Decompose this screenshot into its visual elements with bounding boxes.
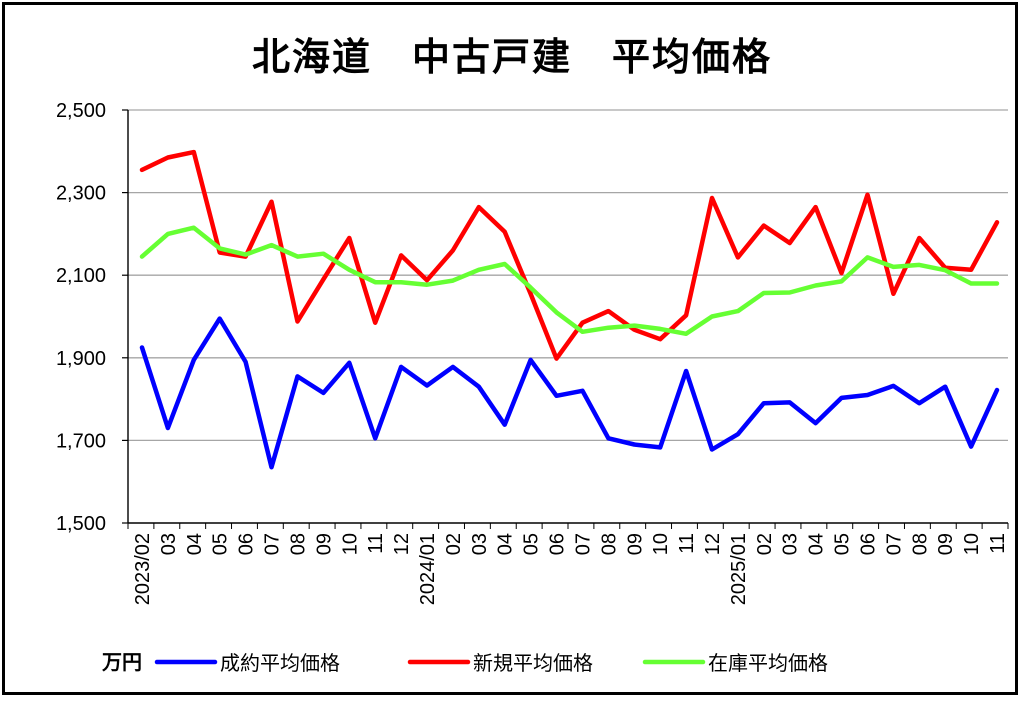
x-tick-label: 2023/02 [132, 533, 154, 605]
x-tick-label: 04 [495, 533, 517, 555]
x-tick-label: 2025/01 [728, 533, 750, 605]
y-tick-label: 2,300 [56, 183, 106, 205]
x-tick-label: 04 [806, 533, 828, 555]
x-tick-label: 04 [184, 533, 206, 555]
y-tick-label: 1,900 [56, 348, 106, 370]
x-tick-label: 03 [469, 533, 491, 555]
x-tick-label: 05 [521, 533, 543, 555]
x-tick-label: 07 [883, 533, 905, 555]
y-tick-label: 1,700 [56, 430, 106, 452]
x-tick-label: 03 [780, 533, 802, 555]
legend-label-1: 成約平均価格 [220, 651, 340, 675]
x-tick-label: 08 [287, 533, 309, 555]
x-tick-label: 08 [598, 533, 620, 555]
unit-label: 万円 [101, 650, 142, 674]
x-tick-label: 10 [650, 533, 672, 555]
series-line-3 [139, 225, 1000, 337]
x-tick-label: 06 [547, 533, 569, 555]
x-tick-label: 11 [676, 533, 698, 554]
x-tick-label: 08 [909, 533, 931, 555]
x-tick-label: 02 [443, 533, 465, 555]
x-tick-label: 12 [391, 533, 413, 555]
x-tick-label: 09 [935, 533, 957, 555]
x-tick-label: 07 [262, 533, 284, 555]
x-tick-label: 02 [754, 533, 776, 555]
y-tick-label: 2,100 [56, 265, 106, 287]
x-tick-label: 03 [158, 533, 180, 555]
x-tick-label: 09 [313, 533, 335, 555]
x-tick-label: 05 [210, 533, 232, 555]
y-tick-label: 2,500 [56, 100, 106, 122]
x-tick-label: 09 [624, 533, 646, 555]
x-tick-label: 11 [365, 533, 387, 554]
x-tick-label: 05 [832, 533, 854, 555]
series-line-1 [139, 316, 1000, 470]
legend-label-2: 新規平均価格 [473, 651, 593, 675]
x-tick-label: 06 [236, 533, 258, 555]
x-tick-label: 06 [857, 533, 879, 555]
chart-title: 北海道 中古戸建 平均価格 [251, 35, 772, 79]
y-tick-label: 1,500 [56, 513, 106, 535]
x-tick-label: 07 [572, 533, 594, 555]
x-tick-label: 12 [702, 533, 724, 555]
x-tick-label: 11 [987, 533, 1009, 554]
legend-label-3: 在庫平均価格 [708, 651, 828, 675]
series-line-2 [139, 149, 1000, 361]
x-tick-label: 2024/01 [417, 533, 439, 605]
x-tick-label: 10 [961, 533, 983, 555]
x-tick-label: 10 [339, 533, 361, 555]
